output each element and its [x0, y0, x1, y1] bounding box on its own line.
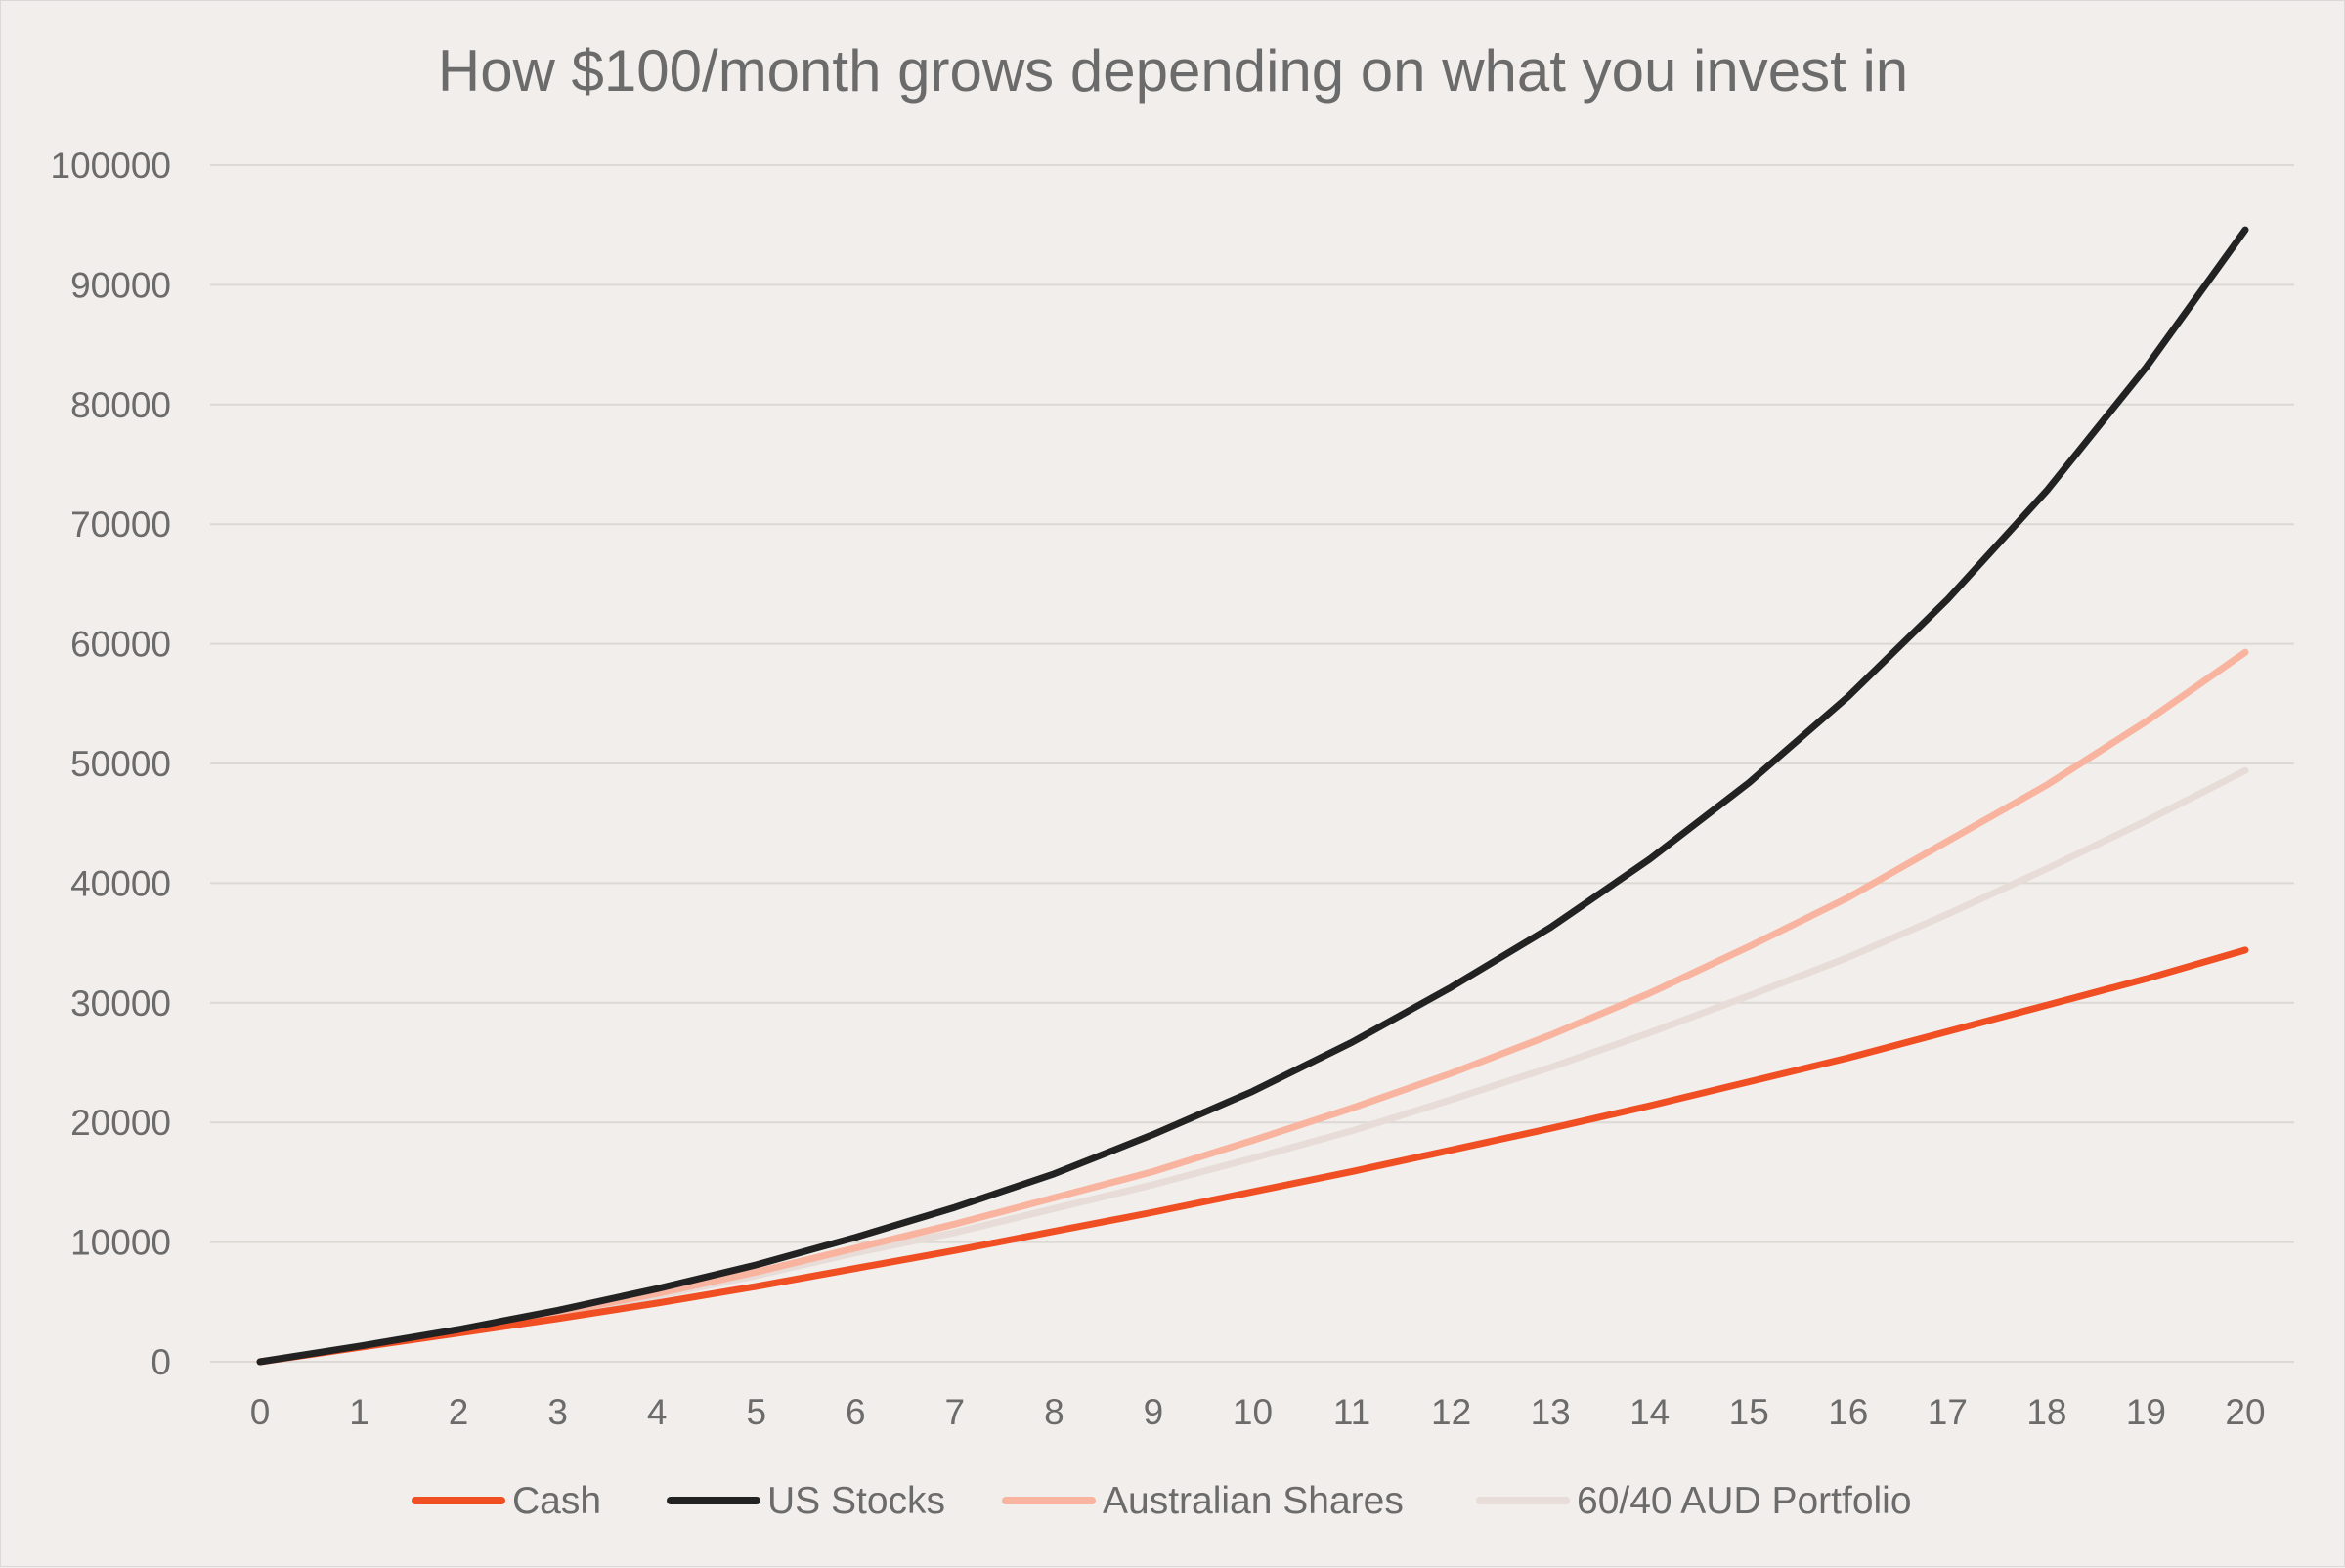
y-axis: 0 10000 20000 30000 40000 50000 60000 70000 8000…	[51, 146, 171, 1382]
y-tick-label: 100000	[51, 146, 171, 186]
y-tick-label: 20000	[70, 1103, 171, 1143]
x-tick-label: 15	[1729, 1392, 1769, 1432]
legend-label: Cash	[512, 1480, 601, 1522]
x-tick-label: 4	[647, 1392, 668, 1432]
x-tick-label: 17	[1928, 1392, 1968, 1432]
y-tick-label: 80000	[70, 385, 171, 425]
chart-title: How $100/month grows depending on what y…	[438, 38, 1908, 104]
y-tick-label: 50000	[70, 744, 171, 784]
x-tick-label: 2	[449, 1392, 469, 1432]
series-line-60-40-aud-portfolio	[256, 766, 2249, 1366]
x-tick-label: 12	[1431, 1392, 1471, 1432]
x-tick-label: 20	[2225, 1392, 2265, 1432]
y-tick-label: 30000	[70, 983, 171, 1024]
series-line-australian-shares	[256, 648, 2249, 1366]
x-tick-label: 11	[1333, 1392, 1370, 1432]
legend: Cash US Stocks Australian Shares 60/40 AUD …	[412, 1480, 1912, 1522]
x-tick-label: 0	[250, 1392, 271, 1432]
gridlines	[210, 164, 2294, 1363]
series-line-cash	[256, 946, 2249, 1366]
legend-label: US Stocks	[767, 1480, 945, 1522]
x-tick-label: 8	[1044, 1392, 1064, 1432]
x-tick-label: 3	[547, 1392, 568, 1432]
x-tick-label: 7	[945, 1392, 966, 1432]
legend-label: 60/40 AUD Portfolio	[1577, 1480, 1912, 1522]
y-tick-label: 60000	[70, 625, 171, 665]
legend-item: Australian Shares	[1002, 1480, 1404, 1522]
x-tick-label: 10	[1233, 1392, 1273, 1432]
series-lines	[256, 226, 2249, 1366]
x-tick-label: 14	[1629, 1392, 1670, 1432]
y-tick-label: 90000	[70, 265, 171, 305]
legend-label: Australian Shares	[1103, 1480, 1404, 1522]
y-tick-label: 70000	[70, 504, 171, 544]
series-line-us-stocks	[256, 226, 2249, 1366]
x-tick-label: 18	[2026, 1392, 2066, 1432]
x-tick-label: 19	[2126, 1392, 2166, 1432]
legend-item: Cash	[412, 1480, 601, 1522]
y-tick-label: 10000	[70, 1223, 171, 1263]
x-tick-label: 13	[1531, 1392, 1571, 1432]
x-axis: 0 1 2 3 4 5 6 7 8 9 10 11 12 13 14 15 16 17 18 19 20	[250, 1392, 2266, 1432]
x-tick-label: 9	[1144, 1392, 1164, 1432]
x-tick-label: 16	[1828, 1392, 1868, 1432]
y-tick-label: 40000	[70, 863, 171, 903]
y-tick-label: 0	[151, 1342, 171, 1382]
legend-item: 60/40 AUD Portfolio	[1476, 1480, 1912, 1522]
x-tick-label: 1	[349, 1392, 369, 1432]
x-tick-label: 6	[846, 1392, 866, 1432]
legend-item: US Stocks	[667, 1480, 945, 1522]
x-tick-label: 5	[746, 1392, 766, 1432]
